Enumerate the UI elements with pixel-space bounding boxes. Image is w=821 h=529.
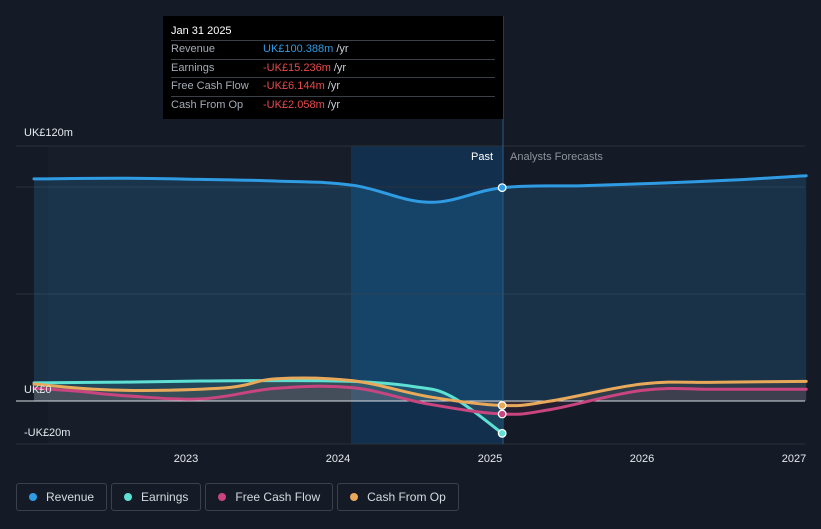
tooltip-unit: /yr xyxy=(327,98,340,111)
tooltip-label: Free Cash Flow xyxy=(171,80,249,92)
cash-from-op-marker xyxy=(497,401,507,410)
tooltip-value: -UK£2.058m xyxy=(263,98,325,111)
tooltip-row-free-cash-flow: Free Cash Flow -UK£6.144m /yr xyxy=(171,77,495,96)
legend-item-earnings[interactable]: Earnings xyxy=(111,483,202,511)
earnings-marker xyxy=(497,428,507,438)
legend-item-revenue[interactable]: Revenue xyxy=(16,483,108,511)
legend-label: Earnings xyxy=(141,490,189,504)
legend-label: Cash From Op xyxy=(367,490,446,504)
legend-dot-icon xyxy=(124,493,133,501)
revenue-line xyxy=(32,174,808,204)
tooltip-value: UK£100.388m xyxy=(263,43,334,55)
y-tick-label: UK£120m xyxy=(24,127,73,139)
tooltip-row-revenue: Revenue UK£100.388m /yr xyxy=(171,40,495,59)
tooltip-label: Revenue xyxy=(171,43,216,55)
tooltip-unit: /yr xyxy=(336,43,349,55)
cash-from-op-line xyxy=(32,376,808,408)
tooltip-date: Jan 31 2025 xyxy=(171,25,232,37)
tooltip-label: Cash From Op xyxy=(171,98,244,111)
legend-dot-icon xyxy=(350,493,359,501)
y-tick-label: -UK£20m xyxy=(24,427,70,439)
legend-label: Revenue xyxy=(46,490,95,504)
y-tick-label: UK£0 xyxy=(24,384,52,396)
tooltip-value: -UK£15.236m xyxy=(263,61,331,74)
legend: Revenue Earnings Free Cash Flow Cash Fro… xyxy=(16,483,459,511)
legend-dot-icon xyxy=(218,493,227,501)
tooltip-unit: /yr xyxy=(333,61,347,74)
legend-item-cash-from-op[interactable]: Cash From Op xyxy=(337,483,459,511)
x-tick-label: 2023 xyxy=(174,453,198,465)
cash-from-op-area xyxy=(34,377,807,406)
free-cash-flow-line xyxy=(32,384,808,416)
tooltip-label: Earnings xyxy=(171,61,215,74)
tooltip-row-earnings: Earnings -UK£15.236m /yr xyxy=(171,58,495,78)
legend-dot-icon xyxy=(29,493,37,501)
revenue-marker xyxy=(497,183,507,193)
free-cash-flow-marker xyxy=(497,409,507,419)
revenue-area xyxy=(34,175,807,401)
x-tick-label: 2024 xyxy=(326,453,350,465)
x-tick-label: 2025 xyxy=(478,453,502,465)
past-label: Past xyxy=(471,151,493,163)
tooltip-unit: /yr xyxy=(327,80,340,92)
legend-item-free-cash-flow[interactable]: Free Cash Flow xyxy=(205,483,334,511)
x-tick-label: 2026 xyxy=(630,453,654,465)
x-tick-label: 2027 xyxy=(782,453,806,465)
earnings-line xyxy=(32,379,504,435)
forecast-label: Analysts Forecasts xyxy=(510,151,603,163)
tooltip: Jan 31 2025 Revenue UK£100.388m /yr Earn… xyxy=(163,16,503,119)
tooltip-row-cash-from-op: Cash From Op -UK£2.058m /yr xyxy=(171,95,495,115)
highlight-region xyxy=(351,146,503,444)
tooltip-value: -UK£6.144m xyxy=(263,80,325,92)
legend-label: Free Cash Flow xyxy=(235,490,321,504)
